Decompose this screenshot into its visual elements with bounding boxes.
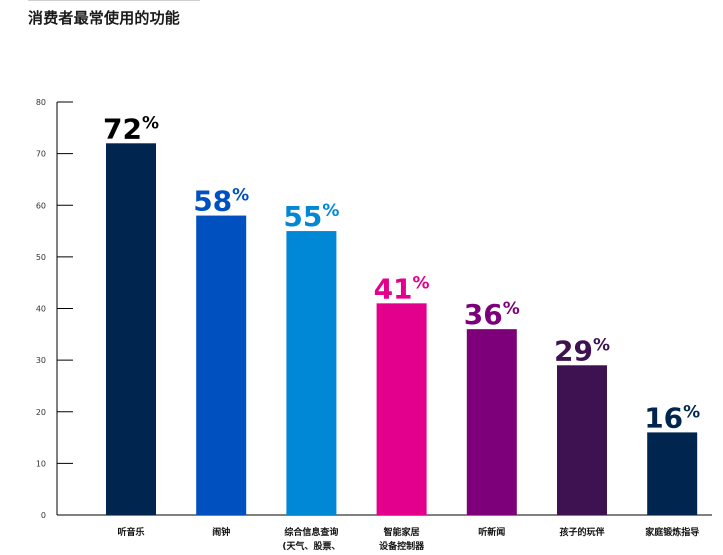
value-labels: 72% 58% 55% 41% 36% 29% 16% — [103, 112, 700, 434]
x-category-label: 听新闻 — [478, 526, 505, 538]
bar-value-label: 55% — [283, 200, 339, 233]
y-tick-label: 30 — [36, 356, 46, 365]
bar — [196, 215, 247, 515]
title-top-rule — [28, 0, 200, 1]
bar-value-label: 29% — [554, 334, 610, 367]
y-tick-label: 20 — [36, 408, 46, 417]
chart-title: 消费者最常使用的功能 — [28, 9, 181, 27]
y-tick-label: 50 — [36, 253, 46, 262]
bar-value-label: 41% — [374, 272, 430, 305]
bars — [106, 143, 698, 516]
x-category-label: 孩子的玩伴 — [559, 526, 604, 538]
y-tick-label: 0 — [41, 511, 46, 520]
y-tick-label: 40 — [36, 305, 46, 314]
bar-value-label: 36% — [464, 298, 520, 331]
y-tick-label: 60 — [36, 201, 46, 210]
bar-value-label: 58% — [193, 185, 249, 218]
bar — [466, 329, 517, 515]
x-category-label: 综合信息查询(天气、股票、 — [282, 526, 340, 552]
x-category-label: 听音乐 — [117, 526, 144, 538]
y-tick-label: 10 — [36, 459, 46, 468]
bar — [647, 432, 698, 515]
bar — [376, 303, 427, 515]
bar — [106, 143, 156, 516]
y-tick-label: 70 — [36, 150, 46, 159]
y-tick-label: 80 — [36, 98, 46, 107]
bar-value-label: 72% — [103, 112, 159, 145]
x-axis-labels: 听音乐 闹钟 综合信息查询(天气、股票、 智能家居设备控制器 听新闻 孩子的玩伴 家庭锻炼指… — [117, 526, 699, 552]
bar — [286, 231, 337, 515]
x-category-label: 家庭锻炼指导 — [645, 526, 699, 538]
x-category-label: 智能家居设备控制器 — [379, 526, 425, 552]
bar-value-label: 16% — [644, 401, 700, 434]
x-category-label: 闹钟 — [212, 526, 230, 538]
bar — [557, 365, 607, 515]
